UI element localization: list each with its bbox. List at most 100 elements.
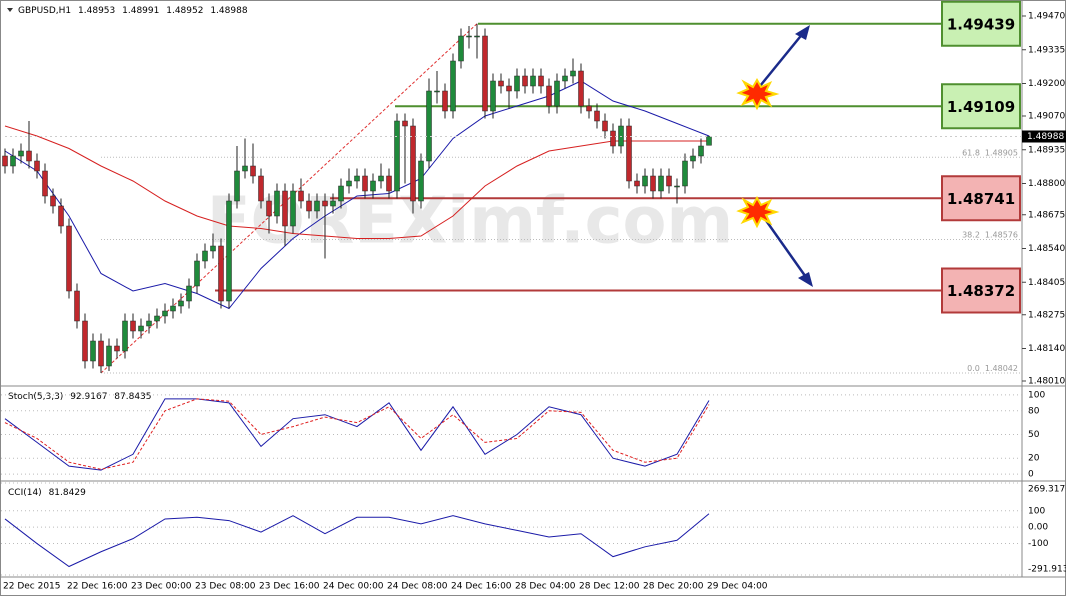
candle-body <box>650 175 656 192</box>
x-tick-label: 28 Dec 12:00 <box>579 582 640 592</box>
candle-body <box>218 245 224 302</box>
candle-body <box>26 150 32 162</box>
arrow-up <box>759 31 805 87</box>
x-tick-label: 23 Dec 08:00 <box>195 582 256 592</box>
current-price-label: 1.48988 <box>1027 132 1064 142</box>
candle-body <box>90 340 96 362</box>
candle-body <box>546 85 552 107</box>
candle-body <box>402 120 408 127</box>
indicator-line <box>4 398 710 470</box>
candle-body <box>674 185 680 188</box>
candle-body <box>666 175 672 187</box>
fibonacci-label: 38.2 1.48576 <box>962 230 1018 239</box>
candle-body <box>210 245 216 252</box>
candle-body <box>578 70 584 107</box>
y-tick-label: 1.48540 <box>1028 244 1065 254</box>
y-tick-label: 1.48675 <box>1028 210 1065 220</box>
moving-average <box>4 80 710 310</box>
candle-body <box>626 125 632 182</box>
menu-triangle[interactable] <box>7 8 13 12</box>
y-tick-label: 1.49470 <box>1028 12 1065 22</box>
candle-body <box>538 75 544 87</box>
candle-body <box>138 325 144 332</box>
candle-body <box>586 105 592 112</box>
candle-body <box>298 190 304 202</box>
candle-body <box>306 200 312 212</box>
y-tick-label: 1.48010 <box>1028 377 1065 387</box>
candle-body <box>98 340 104 367</box>
candle-body <box>10 155 16 167</box>
y-tick-label: 269.3176 <box>1028 485 1066 495</box>
level-box <box>941 0 1021 47</box>
candle-body <box>58 205 64 227</box>
candle-body <box>194 260 200 287</box>
fibonacci-label: 0.0 1.48042 <box>967 364 1018 373</box>
candle-body <box>682 160 688 187</box>
candle-body <box>426 90 432 162</box>
candle-body <box>162 310 168 317</box>
y-tick-label: 1.48405 <box>1028 278 1065 288</box>
level-box <box>941 267 1021 314</box>
y-tick-label: 100 <box>1028 506 1045 516</box>
candle-body <box>370 180 376 192</box>
arrowhead <box>798 272 813 287</box>
candle-body <box>66 225 72 292</box>
fibonacci-price: 1.48042 <box>985 364 1018 373</box>
y-tick-label: 0 <box>1028 470 1034 480</box>
cci-value: 81.8429 <box>49 488 86 498</box>
candle-body <box>474 35 480 38</box>
arrowhead <box>795 25 810 40</box>
y-tick-label: 1.49070 <box>1028 112 1065 122</box>
candle-body <box>362 175 368 192</box>
candle-body <box>706 136 712 146</box>
candle-body <box>2 155 8 167</box>
level-box <box>941 175 1021 222</box>
y-tick-label: 1.48140 <box>1028 344 1065 354</box>
candle-body <box>258 175 264 202</box>
chart-header: GBPUSD,H1 1.48953 1.48991 1.48952 1.4898… <box>18 6 248 16</box>
y-tick-label: 1.48800 <box>1028 179 1065 189</box>
burst-icon <box>736 77 780 111</box>
fibonacci-ratio: 38.2 <box>962 230 980 239</box>
candle-body <box>154 315 160 322</box>
candle-body <box>698 145 704 157</box>
candle-body <box>202 250 208 262</box>
fibonacci-ratio: 61.8 <box>962 148 980 157</box>
candle-body <box>146 320 152 327</box>
candle-body <box>530 75 536 87</box>
candle-body <box>594 110 600 122</box>
x-tick-label: 22 Dec 16:00 <box>67 582 128 592</box>
level-label: 1.48372 <box>947 282 1015 300</box>
candle-body <box>690 155 696 162</box>
candle-body <box>570 70 576 77</box>
candle-body <box>178 300 184 307</box>
arrow-down <box>758 211 810 281</box>
x-tick-label: 29 Dec 04:00 <box>707 582 768 592</box>
candle-body <box>114 345 120 352</box>
candle-body <box>442 90 448 112</box>
stoch-signal-value: 87.8435 <box>114 392 151 402</box>
candle-body <box>346 180 352 187</box>
indicator-line <box>4 398 710 471</box>
candle-body <box>482 35 488 112</box>
y-tick-label: 1.48935 <box>1028 145 1065 155</box>
candle-body <box>322 200 328 207</box>
burst-icon <box>736 195 780 229</box>
candle-body <box>170 305 176 312</box>
fibonacci-ratio: 0.0 <box>967 364 980 373</box>
low-value: 1.48952 <box>166 6 203 16</box>
x-tick-label: 24 Dec 08:00 <box>387 582 448 592</box>
symbol: GBPUSD,H1 <box>18 6 71 16</box>
fibonacci-price: 1.48905 <box>985 148 1018 157</box>
high-value: 1.48991 <box>122 6 159 16</box>
candle-body <box>82 320 88 362</box>
y-tick-label: 100 <box>1028 390 1045 400</box>
y-tick-label: 0.00 <box>1028 523 1048 533</box>
candle-body <box>658 175 664 192</box>
x-tick-label: 28 Dec 04:00 <box>515 582 576 592</box>
candle-body <box>458 35 464 62</box>
candle-body <box>290 190 296 227</box>
candle-body <box>338 185 344 202</box>
